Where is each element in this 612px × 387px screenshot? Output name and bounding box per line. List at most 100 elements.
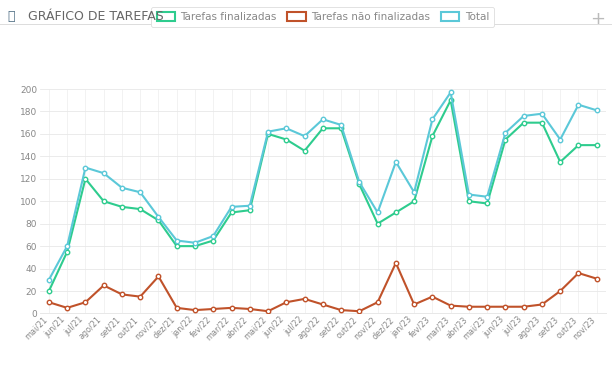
Tarefas finalizadas <box>356 182 363 187</box>
Tarefas não finalizadas <box>283 300 290 305</box>
Total <box>483 194 491 199</box>
Tarefas não finalizadas <box>593 276 600 281</box>
Total <box>155 215 162 219</box>
Tarefas finalizadas <box>392 210 400 215</box>
Total <box>118 185 125 190</box>
Tarefas finalizadas <box>447 98 454 103</box>
Tarefas finalizadas <box>283 137 290 142</box>
Text: GRÁFICO DE TAREFAS: GRÁFICO DE TAREFAS <box>28 10 163 23</box>
Total <box>374 210 381 215</box>
Tarefas finalizadas <box>575 143 582 147</box>
Tarefas finalizadas <box>319 126 327 130</box>
Tarefas não finalizadas <box>356 309 363 313</box>
Total <box>319 117 327 122</box>
Total <box>429 117 436 122</box>
Tarefas não finalizadas <box>374 300 381 305</box>
Total <box>465 192 472 197</box>
Tarefas não finalizadas <box>429 294 436 299</box>
Tarefas finalizadas <box>228 210 235 215</box>
Tarefas não finalizadas <box>502 305 509 309</box>
Tarefas não finalizadas <box>483 305 491 309</box>
Tarefas não finalizadas <box>64 306 71 310</box>
Tarefas não finalizadas <box>337 308 345 312</box>
Tarefas não finalizadas <box>575 271 582 276</box>
Total <box>337 123 345 127</box>
Total <box>539 111 546 116</box>
Total <box>136 190 144 195</box>
Total <box>356 180 363 185</box>
Tarefas finalizadas <box>64 249 71 254</box>
Tarefas não finalizadas <box>392 261 400 265</box>
Tarefas finalizadas <box>136 207 144 211</box>
Total <box>556 137 564 142</box>
Total <box>173 238 181 243</box>
Tarefas finalizadas <box>520 120 528 125</box>
Tarefas finalizadas <box>173 244 181 248</box>
Tarefas finalizadas <box>45 289 53 293</box>
Tarefas finalizadas <box>192 244 199 248</box>
Tarefas finalizadas <box>246 208 253 212</box>
Total <box>82 165 89 170</box>
Tarefas não finalizadas <box>319 302 327 307</box>
Tarefas não finalizadas <box>82 300 89 305</box>
Tarefas não finalizadas <box>520 305 528 309</box>
Tarefas finalizadas <box>429 134 436 139</box>
Tarefas finalizadas <box>82 176 89 181</box>
Tarefas finalizadas <box>155 218 162 223</box>
Total <box>246 204 253 208</box>
Line: Tarefas finalizadas: Tarefas finalizadas <box>47 98 599 293</box>
Tarefas finalizadas <box>502 137 509 142</box>
Tarefas finalizadas <box>411 199 418 204</box>
Tarefas não finalizadas <box>192 308 199 312</box>
Total <box>45 277 53 282</box>
Tarefas finalizadas <box>465 199 472 204</box>
Total <box>228 204 235 209</box>
Tarefas não finalizadas <box>45 300 53 305</box>
Total <box>301 134 308 139</box>
Total <box>192 240 199 245</box>
Tarefas não finalizadas <box>264 309 272 313</box>
Line: Tarefas não finalizadas: Tarefas não finalizadas <box>47 261 599 313</box>
Tarefas não finalizadas <box>118 292 125 297</box>
Tarefas não finalizadas <box>447 303 454 308</box>
Total <box>520 114 528 118</box>
Tarefas não finalizadas <box>228 306 235 310</box>
Tarefas finalizadas <box>374 221 381 226</box>
Tarefas não finalizadas <box>556 289 564 293</box>
Legend: Tarefas finalizadas, Tarefas não finalizadas, Total: Tarefas finalizadas, Tarefas não finaliz… <box>151 7 494 27</box>
Tarefas não finalizadas <box>465 305 472 309</box>
Total <box>64 244 71 248</box>
Tarefas finalizadas <box>556 159 564 164</box>
Total <box>392 159 400 164</box>
Tarefas finalizadas <box>483 201 491 206</box>
Tarefas não finalizadas <box>411 302 418 307</box>
Tarefas não finalizadas <box>136 294 144 299</box>
Tarefas não finalizadas <box>246 307 253 311</box>
Tarefas não finalizadas <box>301 296 308 301</box>
Total <box>411 190 418 195</box>
Total <box>209 234 217 238</box>
Total <box>100 171 107 175</box>
Total <box>283 126 290 130</box>
Tarefas não finalizadas <box>173 306 181 310</box>
Total <box>575 103 582 107</box>
Total <box>264 129 272 134</box>
Text: +: + <box>589 10 605 28</box>
Tarefas não finalizadas <box>539 302 546 307</box>
Line: Total: Total <box>47 90 599 282</box>
Tarefas finalizadas <box>100 199 107 204</box>
Tarefas finalizadas <box>118 204 125 209</box>
Total <box>593 108 600 113</box>
Total <box>447 90 454 95</box>
Tarefas finalizadas <box>301 148 308 153</box>
Tarefas finalizadas <box>593 143 600 147</box>
Tarefas finalizadas <box>264 132 272 136</box>
Total <box>502 130 509 135</box>
Tarefas finalizadas <box>337 126 345 130</box>
Tarefas não finalizadas <box>100 283 107 288</box>
Tarefas não finalizadas <box>155 274 162 279</box>
Text: 📊: 📊 <box>7 10 15 23</box>
Tarefas finalizadas <box>539 120 546 125</box>
Tarefas não finalizadas <box>209 307 217 311</box>
Tarefas finalizadas <box>209 238 217 243</box>
